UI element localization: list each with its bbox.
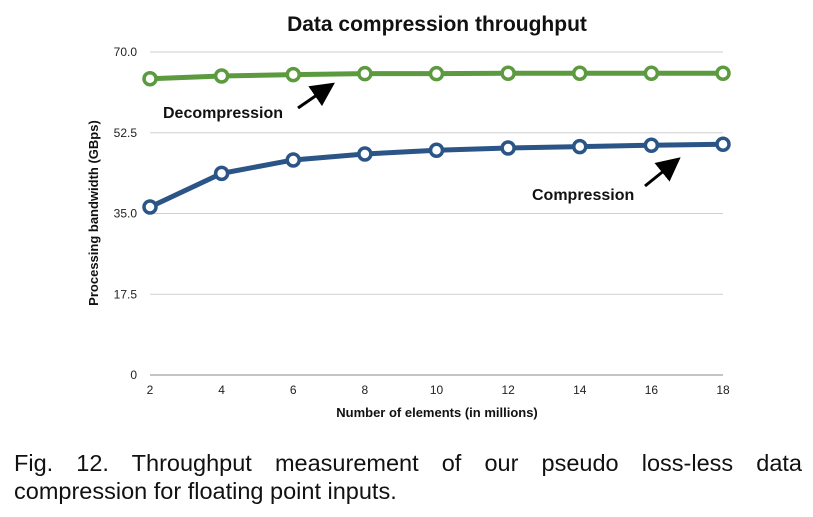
x-tick-label: 18 [716,383,730,397]
decompression-point [572,65,588,81]
compression-point [428,142,445,159]
x-axis-label: Number of elements (in millions) [336,405,538,420]
annotation-label: Decompression [163,105,283,122]
decompression-point [643,65,660,81]
x-tick-label: 4 [218,383,225,397]
compression-point [643,137,660,153]
compression-point [572,138,588,155]
gridlines [150,51,723,376]
compression-point [285,152,301,168]
x-tick-label: 10 [430,383,444,397]
figure-caption: Fig. 12. Throughput measurement of our p… [14,450,802,504]
decompression-point [142,71,158,87]
series-group [142,65,731,215]
x-tick-label: 16 [645,383,659,397]
compression-point [213,165,230,182]
y-axis-label: Processing bandwidth (GBps) [86,120,101,306]
decompression-point [428,65,445,82]
decompression-point [213,68,230,84]
annotations: Decompression Compression [163,82,681,204]
x-tick-label: 12 [501,383,515,397]
x-tick-label: 14 [573,383,587,397]
x-axis-ticks: 2 4 6 8 10 12 14 16 18 [147,383,730,397]
compression-point [500,140,516,156]
x-tick-label: 2 [147,383,154,397]
decompression-point [715,65,731,81]
annotation-label: Compression [532,187,634,204]
series-compression [142,136,731,215]
y-tick-label: 70.0 [114,45,138,59]
annotation-arrow [297,82,335,110]
annotation-arrow [644,157,681,188]
y-tick-label: 35.0 [114,207,138,221]
series-decompression [142,65,731,87]
y-tick-label: 17.5 [114,287,138,301]
compression-point [715,136,731,153]
y-tick-label: 52.5 [114,126,138,140]
compression-point [142,199,158,215]
chart-title: Data compression throughput [287,13,587,36]
y-axis-ticks: 0 17.5 35.0 52.5 70.0 [114,45,138,382]
compression-point [357,146,373,162]
throughput-chart: Data compression throughput 0 17.5 35.0 52.… [86,13,731,420]
y-tick-label: 0 [130,368,137,382]
x-tick-label: 6 [290,383,297,397]
decompression-point [357,65,373,82]
decompression-point [500,65,516,81]
x-tick-label: 8 [362,383,369,397]
decompression-point [285,66,301,83]
